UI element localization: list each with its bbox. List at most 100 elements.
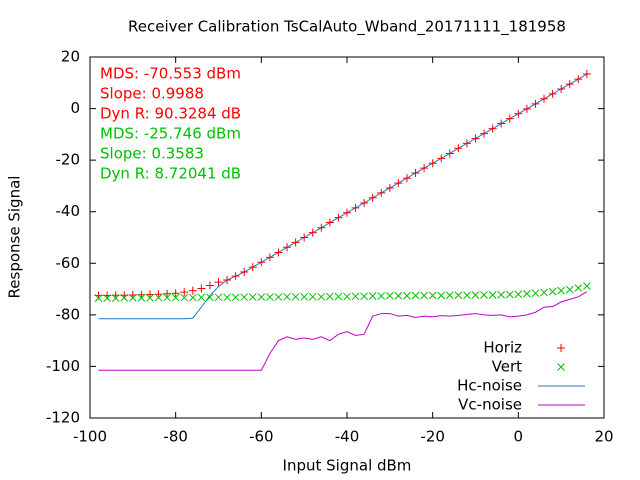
data-point (471, 134, 480, 143)
y-tick-label: 0 (70, 99, 80, 117)
data-point (557, 286, 566, 295)
data-point (403, 291, 411, 300)
data-point (325, 218, 334, 227)
data-point (360, 198, 369, 207)
data-point (188, 293, 197, 302)
data-point (163, 293, 171, 302)
data-point (343, 292, 351, 301)
data-point (206, 293, 214, 302)
data-point (420, 291, 428, 300)
data-point (317, 223, 326, 232)
legend-label: Hc-noise (457, 377, 522, 395)
data-point (531, 289, 540, 298)
data-point (445, 291, 454, 300)
data-point (523, 289, 531, 298)
data-point (103, 294, 111, 302)
data-point (300, 292, 309, 301)
data-point (223, 293, 231, 302)
data-point (120, 293, 129, 302)
data-point (146, 293, 154, 302)
data-point (540, 94, 549, 103)
data-point (334, 213, 343, 222)
data-point (197, 293, 206, 302)
data-point (111, 294, 120, 302)
data-point (505, 114, 514, 123)
data-point (385, 291, 394, 300)
data-point (574, 284, 583, 292)
data-point (480, 129, 489, 138)
data-point (240, 268, 249, 277)
data-point (557, 84, 566, 93)
data-point (351, 203, 360, 212)
x-axis-label: Input Signal dBm (283, 457, 412, 475)
data-point (326, 292, 334, 301)
data-point (574, 75, 583, 84)
annotation: Slope: 0.9988 (100, 85, 204, 103)
data-point (428, 159, 437, 168)
y-tick-label: -100 (46, 357, 80, 375)
data-point (154, 293, 163, 302)
x-tick-label: -40 (335, 428, 360, 446)
data-point (128, 293, 137, 302)
legend-label: Vc-noise (458, 396, 522, 414)
data-point (180, 288, 189, 297)
data-point (231, 272, 240, 281)
data-point (437, 291, 446, 300)
legend-label: Vert (492, 358, 522, 376)
data-point (565, 285, 574, 294)
data-point (505, 290, 514, 299)
data-point (163, 289, 172, 298)
x-tick-label: -20 (420, 428, 445, 446)
data-point (274, 248, 283, 257)
data-point (445, 149, 454, 158)
data-point (291, 238, 300, 247)
data-point (454, 291, 463, 300)
annotation: Dyn R: 90.3284 dB (100, 105, 241, 123)
data-point (308, 292, 317, 301)
data-point (223, 276, 232, 285)
x-tick-label: 0 (514, 428, 524, 446)
data-point (317, 292, 326, 301)
data-point (360, 292, 368, 301)
data-point (266, 293, 274, 301)
x-tick-label: -100 (73, 428, 107, 446)
annotation: MDS: -25.746 dBm (100, 125, 241, 143)
data-point (394, 179, 403, 188)
data-point (231, 293, 240, 302)
y-tick-label: 20 (61, 48, 80, 66)
data-point (497, 290, 506, 299)
data-point (334, 292, 343, 301)
data-point (540, 288, 548, 297)
data-point (497, 119, 506, 128)
data-point (351, 292, 360, 301)
data-point (197, 284, 206, 293)
data-point (565, 80, 574, 89)
data-point (283, 243, 292, 252)
data-point (548, 287, 557, 296)
data-point (463, 291, 471, 300)
x-tick-label: -60 (249, 428, 274, 446)
data-point (248, 293, 257, 301)
data-point (283, 292, 291, 301)
data-point (428, 291, 437, 300)
data-point (171, 293, 180, 302)
x-tick-label: -80 (163, 428, 188, 446)
data-point (257, 258, 266, 267)
series-line (98, 73, 588, 320)
data-point (548, 89, 557, 98)
data-point (368, 292, 377, 300)
y-tick-label: -120 (46, 409, 80, 427)
data-point (385, 183, 394, 192)
data-point (257, 293, 266, 301)
data-point (522, 104, 531, 113)
data-point (291, 292, 300, 301)
data-point (137, 293, 146, 302)
data-point (240, 293, 249, 301)
data-point (171, 289, 180, 298)
y-axis-label: Response Signal (6, 176, 24, 299)
data-point (248, 263, 257, 272)
data-point (180, 293, 189, 302)
